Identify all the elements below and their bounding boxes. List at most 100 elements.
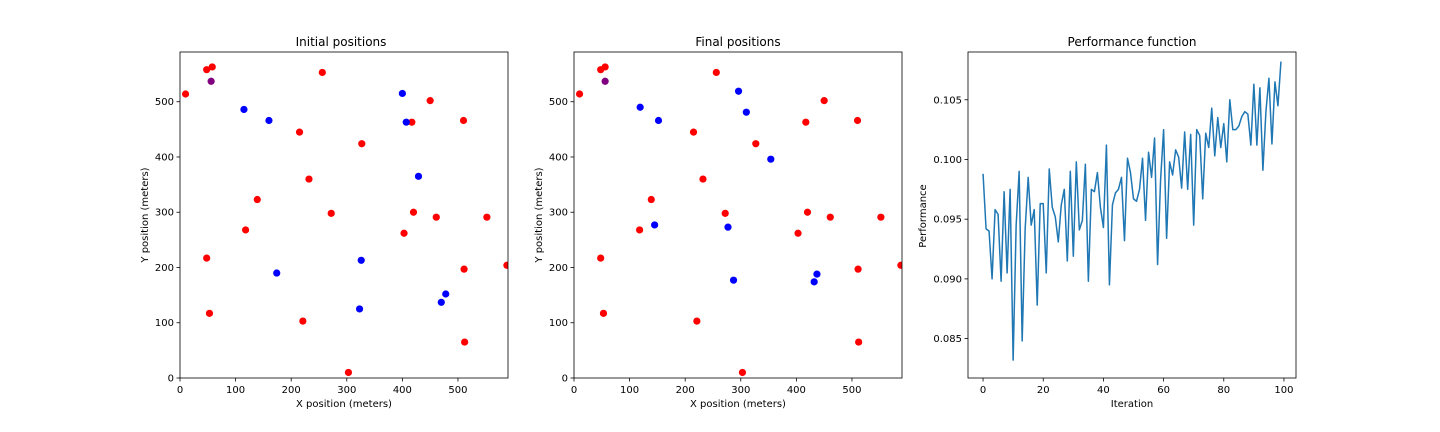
initial-positions-panel: 0 100 200 300 400 500 0 100 200 300 400 500 Initial…: [140, 35, 509, 410]
scatter-point: [734, 87, 743, 95]
scatter-point: [240, 105, 248, 114]
scatter-point: [432, 213, 440, 221]
scatter-point: [344, 368, 353, 377]
scatter-point: [575, 90, 584, 98]
scatter-point: [461, 338, 469, 346]
scatter-point: [299, 317, 307, 325]
scatter-point: [689, 128, 698, 136]
scatter-point: [408, 118, 416, 126]
scatter-point: [181, 90, 190, 98]
data-marks: [575, 63, 902, 377]
x-tick-label: 80: [1217, 385, 1230, 396]
scatter-point: [721, 209, 729, 217]
x-tick-label: 20: [1037, 385, 1050, 396]
x-tick-label: 200: [282, 385, 301, 396]
axes-frame: [573, 51, 903, 379]
x-tick-label: 0: [980, 385, 986, 396]
scatter-point: [820, 97, 828, 105]
scatter-point: [693, 317, 701, 325]
x-axis-label: X position (meters): [690, 399, 786, 410]
scatter-point: [437, 298, 445, 306]
scatter-point: [203, 254, 211, 262]
scatter-point: [208, 63, 216, 71]
scatter-point: [654, 116, 663, 125]
initial-positions-plot-area: 0 100 200 300 400 500 0 100 200 300 400 500: [155, 51, 509, 396]
scatter-point: [273, 269, 281, 277]
scatter-point: [205, 309, 214, 317]
scatter-point: [203, 66, 211, 74]
scatter-point: [854, 265, 862, 273]
scatter-point: [636, 226, 644, 234]
y-tick-label: 500: [549, 97, 568, 108]
y-tick-label: 0.105: [933, 95, 962, 106]
x-tick-label: 100: [1274, 385, 1293, 396]
scatter-point: [877, 213, 885, 221]
performance-plot-area: 0 20 40 60 80 100 0.085 0.090 0.095 0.100 0.105: [933, 51, 1297, 396]
axes-frame: [179, 51, 509, 379]
x-tick-label: 500: [842, 385, 861, 396]
chart-title: Performance function: [1068, 35, 1197, 49]
y-tick-label: 0.100: [933, 155, 962, 166]
scatter-point: [398, 89, 406, 98]
y-tick-label: 200: [155, 263, 174, 274]
x-axis-label: Iteration: [1111, 399, 1153, 410]
scatter-point: [794, 229, 802, 237]
scatter-point: [724, 223, 732, 231]
performance-function-panel: 0 20 40 60 80 100 0.085 0.090 0.095 0.100 0.105 Pe…: [918, 35, 1297, 410]
y-tick-label: 0.095: [933, 215, 962, 226]
data-marks: [982, 61, 1282, 361]
scatter-point: [767, 155, 775, 163]
scatter-point: [409, 208, 418, 216]
scatter-point: [459, 116, 468, 125]
scatter-point: [651, 221, 659, 229]
y-axis-label: Y position (meters): [534, 167, 545, 263]
x-tick-label: 400: [393, 385, 412, 396]
scatter-point: [647, 195, 655, 204]
scatter-point: [599, 309, 608, 317]
y-tick-label: 100: [155, 318, 174, 329]
y-axis-label: Performance: [918, 184, 929, 247]
y-tick-label: 400: [155, 152, 174, 163]
scatter-point: [318, 68, 326, 77]
scatter-point: [400, 229, 408, 237]
y-tick-label: 0.085: [933, 334, 962, 345]
scatter-point: [355, 305, 364, 313]
scatter-point: [826, 213, 834, 221]
scatter-point: [597, 254, 605, 262]
scatter-point: [699, 175, 707, 183]
y-tick-label: 100: [549, 318, 568, 329]
scatter-point: [265, 116, 273, 125]
scatter-point: [742, 108, 750, 116]
x-tick-label: 0: [177, 385, 183, 396]
series-line: [982, 61, 1282, 361]
data-marks: [181, 63, 508, 377]
scatter-point: [601, 77, 609, 85]
scatter-point: [402, 118, 410, 126]
final-positions-plot-area: 0 100 200 300 400 500 0 100 200 300 400 500: [549, 51, 903, 396]
x-tick-label: 300: [337, 385, 356, 396]
x-tick-label: 300: [731, 385, 750, 396]
scatter-point: [636, 103, 644, 111]
x-tick-label: 40: [1097, 385, 1110, 396]
y-tick-label: 200: [549, 263, 568, 274]
scatter-point: [712, 68, 720, 77]
scatter-point: [295, 128, 304, 136]
x-tick-label: 400: [787, 385, 806, 396]
scatter-point: [460, 265, 468, 273]
x-tick-label: 60: [1157, 385, 1170, 396]
scatter-point: [503, 261, 508, 269]
scatter-point: [442, 290, 450, 298]
scatter-point: [305, 175, 313, 183]
x-tick-label: 200: [676, 385, 695, 396]
scatter-point: [414, 172, 423, 180]
scatter-point: [357, 256, 365, 264]
final-positions-panel: 0 100 200 300 400 500 0 100 200 300 400 500 Final p…: [534, 35, 903, 410]
scatter-point: [729, 276, 738, 284]
scatter-point: [752, 140, 760, 148]
scatter-point: [802, 118, 810, 126]
scatter-point: [855, 338, 863, 346]
scatter-point: [897, 261, 902, 269]
chart-title: Final positions: [695, 35, 780, 49]
scatter-point: [810, 278, 818, 286]
